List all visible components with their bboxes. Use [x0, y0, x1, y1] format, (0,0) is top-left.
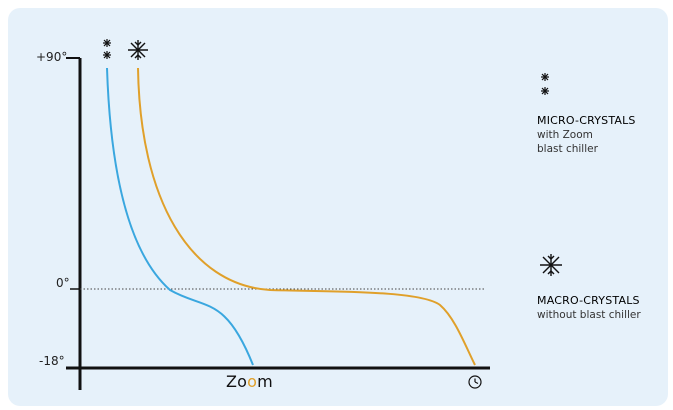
diagram-panel [8, 8, 668, 406]
legend-macro-crystals: MACRO-CRYSTALS without blast chiller [537, 294, 641, 322]
small-snowflake-pair-icon [103, 39, 111, 59]
y-label-zero: 0° [56, 276, 70, 290]
legend-macro-line1: without blast chiller [537, 309, 641, 321]
legend-large-snowflake-icon [540, 254, 562, 276]
legend-micro-line2: blast chiller [537, 143, 598, 155]
clock-icon [468, 375, 482, 389]
legend-micro-crystals: MICRO-CRYSTALS with Zoom blast chiller [537, 114, 636, 156]
y-label-top: +90° [36, 50, 68, 64]
y-label-bottom: -18° [39, 354, 65, 368]
zoom-brand-label: Zoom [226, 372, 273, 391]
legend-micro-title: MICRO-CRYSTALS [537, 114, 636, 127]
legend-macro-title: MACRO-CRYSTALS [537, 294, 640, 307]
legend-small-snowflake-pair-icon [541, 73, 549, 95]
large-snowflake-icon [128, 40, 148, 60]
macro-crystals-curve [137, 67, 476, 366]
micro-crystals-curve [106, 67, 254, 366]
legend-micro-line1: with Zoom [537, 129, 593, 141]
